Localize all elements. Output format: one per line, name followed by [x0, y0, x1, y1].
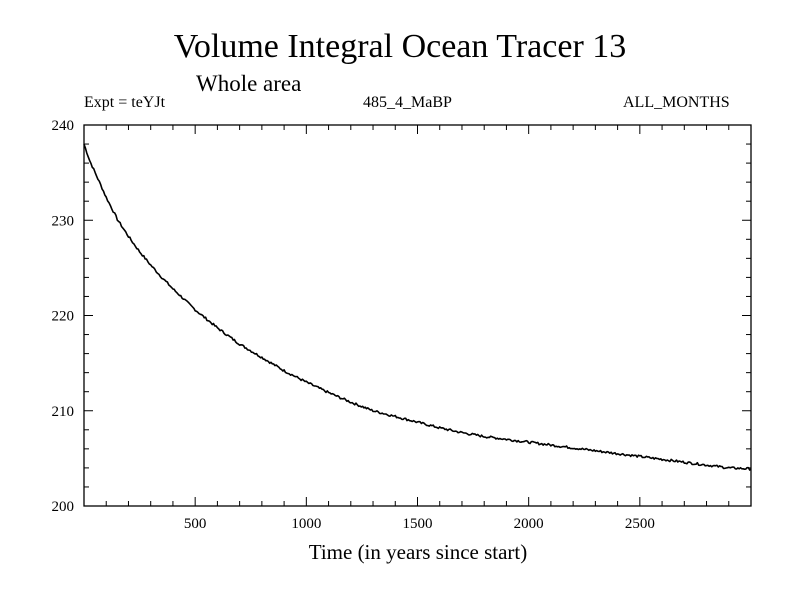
x-tick-label: 1000: [291, 516, 321, 532]
x-tick-label: 500: [184, 516, 207, 532]
chart-subtitle: Whole area: [196, 71, 302, 96]
axis-tick-labels: 500 1000 1500 2000 2500 200 210 220 230 240: [52, 118, 655, 532]
x-axis-label: Time (in years since start): [308, 540, 528, 564]
x-tick-label: 2500: [625, 516, 655, 532]
series-line-0: [83, 143, 752, 471]
y-tick-label: 240: [52, 118, 75, 134]
run-id-label: 485_4_MaBP: [363, 94, 452, 111]
data-series: [83, 143, 752, 471]
axis-ticks: [84, 125, 751, 506]
y-tick-label: 230: [52, 213, 75, 229]
x-tick-label: 2000: [514, 516, 544, 532]
plot-frame: [83, 124, 752, 507]
y-tick-label: 210: [52, 404, 75, 420]
months-label: ALL_MONTHS: [623, 94, 730, 111]
expt-label: Expt = teYJt: [84, 94, 166, 111]
y-tick-label: 200: [52, 499, 75, 515]
x-tick-label: 1500: [403, 516, 433, 532]
y-tick-label: 220: [52, 309, 75, 325]
chart-title: Volume Integral Ocean Tracer 13: [173, 28, 627, 65]
